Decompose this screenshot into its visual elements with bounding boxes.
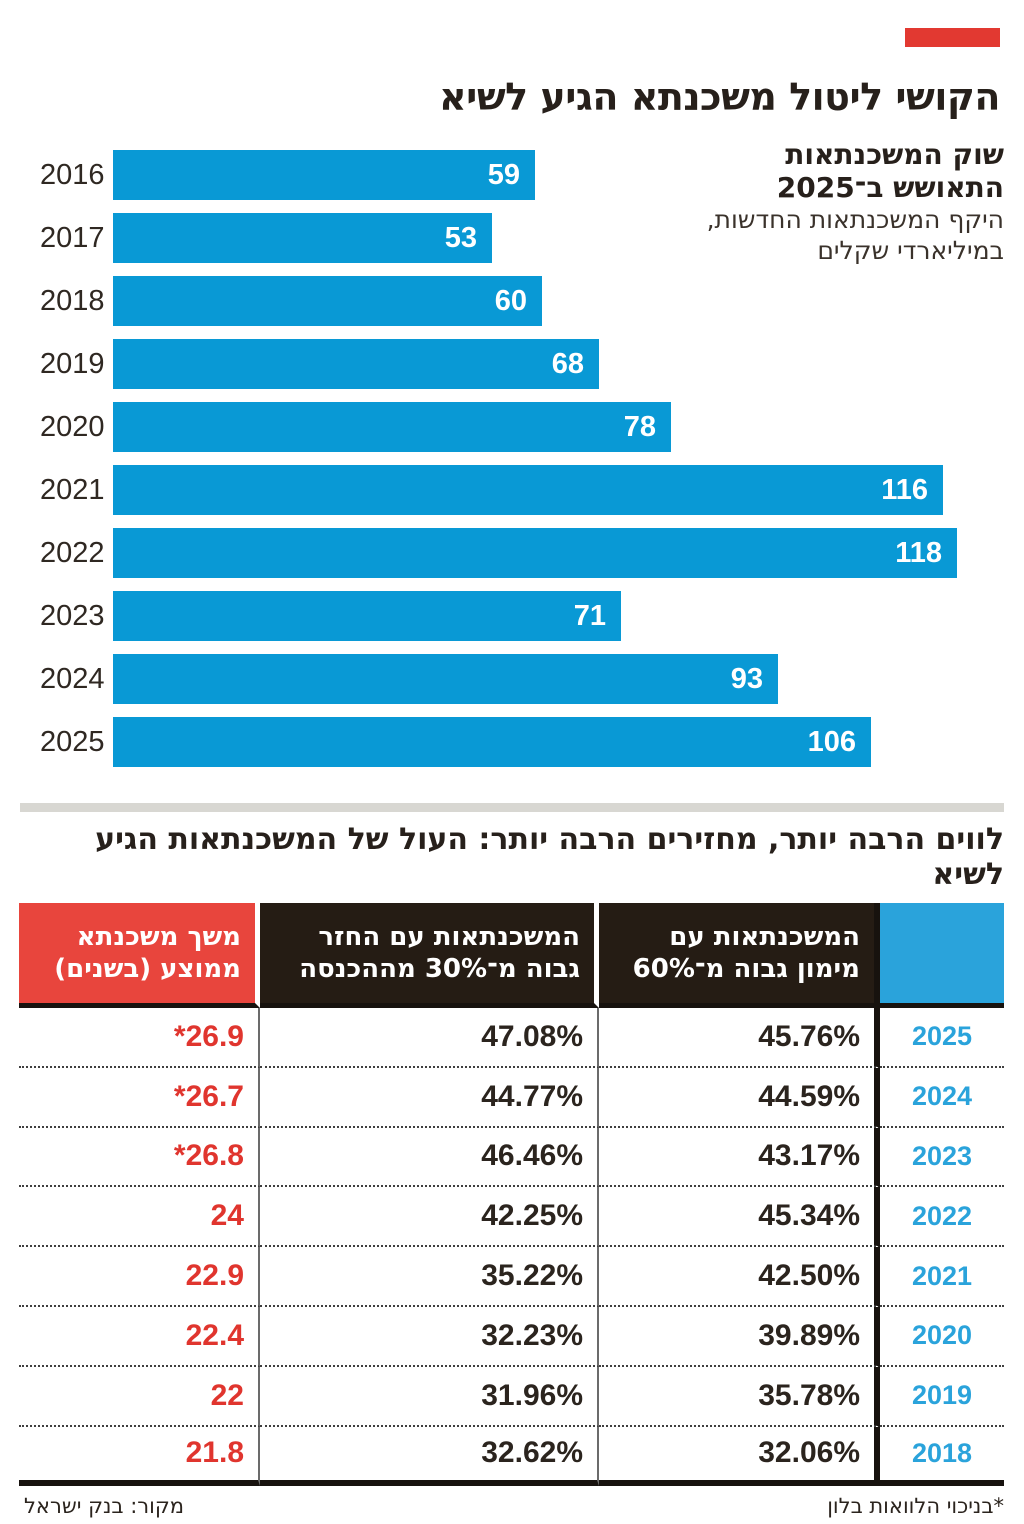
chart-year-label: 2023 [40,600,105,632]
chart-year-label: 2024 [40,663,105,695]
chart-year-label: 2020 [40,411,105,443]
table-subtitle: לווים הרבה יותר, מחזירים הרבה יותר: העול… [95,822,1004,892]
chart-row-2020: 2020 78 [40,402,1005,452]
chart-bar-value: 93 [730,662,763,695]
chart-year-label: 2025 [40,726,105,758]
table-cell-avg-duration-2023: *26.8 [19,1127,260,1188]
table-cell-year-2023: 2023 [880,1128,1004,1188]
chart-row-2024: 2024 93 [40,654,1005,704]
table-cell-avg-duration-2021: 22.9 [19,1247,260,1307]
header-high-financing-line2: מימון גבוה מ־60% [632,954,860,984]
page-title: הקושי ליטול משכנתא הגיע לשיא [439,75,1001,120]
chart-year-label: 2022 [40,537,105,569]
table-cell-year-2022: 2022 [880,1187,1004,1248]
chart-bar-value: 53 [444,221,477,254]
table-cell-year-2024: 2024 [880,1068,1004,1128]
table-cell-high-repayment-2022: 42.25% [260,1187,599,1248]
table-header-high-financing: המשכנתאות עם מימון גבוה מ־60% [599,903,880,1008]
chart-note-subtitle-line2: במיליארדי שקלים [817,236,1004,266]
chart-bar-value: 78 [623,410,656,443]
chart-note-title-line2: התאושש ב־2025 [776,171,1004,205]
table-cell-high-repayment-2023: 46.46% [260,1127,599,1188]
table-cell-avg-duration-2018: 21.8 [19,1426,260,1487]
table-cell-avg-duration-2024: *26.7 [19,1067,260,1128]
chart-row-2022: 2022 118 [40,528,1005,578]
chart-bar: 78 [113,402,671,452]
table-cell-high-financing-2023: 43.17% [599,1127,880,1188]
chart-bar-value: 118 [895,536,942,569]
section-divider [20,803,1004,812]
chart-bar: 71 [113,591,621,641]
chart-note: שוק המשכנתאות התאושש ב־2025 היקף המשכנתא… [684,138,1004,267]
header-high-financing-line1: המשכנתאות עם [669,921,860,952]
chart-row-2018: 2018 60 [40,276,1005,326]
chart-bar: 53 [113,213,492,263]
chart-row-2023: 2023 71 [40,591,1005,641]
source-credit: מקור: בנק ישראל [24,1494,185,1518]
table-cell-high-repayment-2018: 32.62% [260,1426,599,1487]
chart-year-label: 2016 [40,159,105,191]
chart-row-2019: 2019 68 [40,339,1005,389]
table-header-year-column [880,903,1004,1008]
table-cell-high-financing-2019: 35.78% [599,1366,880,1427]
table-cell-year-2018: 2018 [880,1427,1004,1487]
chart-row-2016: 2016 59 [40,150,1005,200]
chart-note-title-line1: שוק המשכנתאות [785,138,1004,171]
chart-bar: 60 [113,276,542,326]
chart-bar: 106 [113,717,871,767]
table-header-avg-duration: משך משכנתא ממוצע (בשנים) [19,903,260,1008]
chart-bar: 118 [113,528,957,578]
table-cell-high-financing-2021: 42.50% [599,1247,880,1307]
table-cell-year-2020: 2020 [880,1307,1004,1367]
table-cell-high-repayment-2025: 47.08% [260,1008,599,1068]
chart-bar: 68 [113,339,599,389]
chart-row-2021: 2021 116 [40,465,1005,515]
mortgage-table: המשכנתאות עם מימון גבוה מ־60% המשכנתאות … [19,903,1004,1487]
chart-row-2017: 2017 53 [40,213,1005,263]
table-cell-avg-duration-2020: 22.4 [19,1306,260,1367]
chart-bar-value: 71 [573,599,606,632]
table-cell-avg-duration-2019: 22 [19,1366,260,1427]
chart-bar-value: 116 [881,473,928,506]
header-avg-duration-line1: משך משכנתא [76,921,241,952]
chart-note-subtitle-line1: היקף המשכנתאות החדשות, [706,205,1004,235]
balloon-loans-footnote: *בניכוי הלוואות בלון [827,1494,1004,1518]
chart-year-label: 2017 [40,222,105,254]
table-cell-avg-duration-2025: *26.9 [19,1008,260,1068]
table-cell-high-repayment-2020: 32.23% [260,1306,599,1367]
chart-year-label: 2018 [40,285,105,317]
table-header-high-repayment: המשכנתאות עם החזר גבוה מ־30% מההכנסה [260,903,599,1008]
red-accent-bar [905,28,1000,47]
chart-bar: 116 [113,465,943,515]
chart-bar-value: 59 [487,158,520,191]
mortgage-volume-bar-chart: 2016 59 2017 53 2018 60 2019 68 2020 78 2021 116 202… [40,150,1005,780]
table-cell-avg-duration-2022: 24 [19,1187,260,1248]
table-cell-high-repayment-2024: 44.77% [260,1067,599,1128]
table-cell-high-financing-2018: 32.06% [599,1426,880,1487]
table-cell-high-repayment-2019: 31.96% [260,1366,599,1427]
chart-bar: 59 [113,150,535,200]
table-cell-year-2025: 2025 [880,1008,1004,1068]
chart-year-label: 2021 [40,474,105,506]
header-high-repayment-line1: המשכנתאות עם החזר [318,921,580,952]
chart-bar-value: 60 [494,284,527,317]
table-cell-year-2019: 2019 [880,1367,1004,1427]
chart-bar-value: 68 [551,347,584,380]
table-cell-high-financing-2024: 44.59% [599,1067,880,1128]
chart-row-2025: 2025 106 [40,717,1005,767]
header-high-repayment-line2: גבוה מ־30% מההכנסה [299,954,580,984]
table-cell-high-financing-2020: 39.89% [599,1306,880,1367]
table-cell-high-financing-2025: 45.76% [599,1008,880,1068]
chart-bar-value: 106 [807,725,856,758]
chart-year-label: 2019 [40,348,105,380]
table-cell-year-2021: 2021 [880,1247,1004,1307]
table-cell-high-repayment-2021: 35.22% [260,1247,599,1307]
chart-bar: 93 [113,654,778,704]
table-cell-high-financing-2022: 45.34% [599,1187,880,1248]
header-avg-duration-line2: ממוצע (בשנים) [54,954,241,984]
